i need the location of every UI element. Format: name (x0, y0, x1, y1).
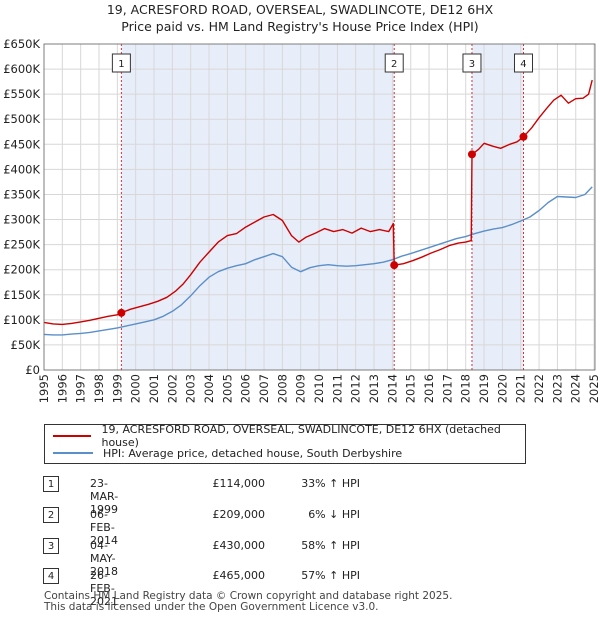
x-tick-label: 1998 (92, 374, 106, 403)
plot-border (43, 43, 596, 371)
sale-point (519, 132, 528, 141)
chart-subtitle: Price paid vs. HM Land Registry's House … (121, 19, 479, 34)
legend-swatch-property (53, 435, 92, 437)
footer-copyright: Contains HM Land Registry data © Crown c… (44, 590, 453, 602)
property-price-line (43, 79, 593, 326)
sale-price: £465,000 (212, 569, 266, 582)
x-tick-label: 2002 (165, 374, 179, 403)
x-tick-label: 2014 (385, 374, 399, 403)
x-tick-label: 2022 (532, 374, 546, 403)
ownership-shade (121, 44, 395, 370)
sale-hpi-change: 6% ↓ HPI (308, 508, 360, 521)
x-tick-label: 2015 (404, 374, 418, 403)
y-tick-label: £650K (3, 37, 40, 51)
y-tick-label: £100K (3, 313, 40, 327)
y-tick-label: £350K (3, 187, 40, 201)
sale-point (467, 150, 476, 159)
sale-date: 04-MAY-2018 (90, 539, 118, 578)
legend-swatch-hpi (53, 452, 93, 454)
sale-hpi-change: 33% ↑ HPI (301, 477, 360, 490)
price-chart: 1 2 3 4 £0 £50K £100K £150K £200K £250K £300K £350K… (3, 37, 600, 403)
sale-date: 06-FEB-2014 (90, 508, 118, 547)
ownership-shade (471, 44, 524, 370)
y-tick-label: £450K (3, 137, 40, 151)
sale-price: £430,000 (212, 539, 266, 552)
y-tick-label: £50K (11, 338, 41, 352)
y-tick-label: £600K (3, 62, 40, 76)
legend-item-property: 19, ACRESFORD ROAD, OVERSEAL, SWADLINCOT… (53, 423, 525, 449)
x-tick-label: 2011 (330, 374, 344, 403)
y-tick-label: £150K (3, 288, 40, 302)
x-tick-label: 2000 (129, 374, 143, 403)
sale-marker-label: 2 (391, 59, 397, 70)
sale-badge: 4 (43, 568, 59, 584)
x-tick-label: 2003 (184, 374, 198, 403)
y-tick-label: £0 (25, 363, 40, 377)
x-tick-label: 1999 (110, 374, 124, 403)
x-tick-label: 2018 (459, 374, 473, 403)
x-tick-label: 2010 (312, 374, 326, 403)
hpi-line (43, 186, 593, 336)
x-tick-label: 2007 (257, 374, 271, 403)
sale-hpi-change: 58% ↑ HPI (301, 539, 360, 552)
x-tick-label: 2016 (422, 374, 436, 403)
sale-marker-label: 3 (469, 59, 475, 70)
x-tick-label: 2004 (202, 374, 216, 403)
sale-marker-box (384, 53, 404, 73)
y-tick-label: £550K (3, 87, 40, 101)
y-tick-label: £300K (3, 213, 40, 227)
x-tick-label: 2020 (495, 374, 509, 403)
sale-marker-box (111, 53, 131, 73)
sale-hpi-change: 57% ↑ HPI (301, 569, 360, 582)
x-tick-label: 2005 (220, 374, 234, 403)
x-tick-label: 2025 (587, 374, 600, 403)
x-tick-label: 2019 (477, 374, 491, 403)
sale-marker-label: 4 (520, 59, 526, 70)
y-tick-label: £250K (3, 238, 40, 252)
x-tick-label: 2017 (440, 374, 454, 403)
legend: 19, ACRESFORD ROAD, OVERSEAL, SWADLINCOT… (44, 423, 526, 464)
x-tick-label: 2009 (294, 374, 308, 403)
chart-title: 19, ACRESFORD ROAD, OVERSEAL, SWADLINCOT… (106, 2, 494, 17)
y-tick-label: £400K (3, 162, 40, 176)
footer-licence: This data is licensed under the Open Gov… (44, 601, 379, 613)
x-tick-label: 1995 (37, 374, 51, 403)
x-tick-label: 2013 (367, 374, 381, 403)
legend-label-hpi: HPI: Average price, detached house, Sout… (103, 446, 403, 460)
legend-item-hpi: HPI: Average price, detached house, Sout… (53, 445, 402, 461)
sale-badge: 1 (43, 476, 59, 492)
x-tick-label: 2008 (275, 374, 289, 403)
sale-badge: 2 (43, 507, 59, 523)
x-tick-label: 1996 (55, 374, 69, 403)
y-tick-label: £200K (3, 263, 40, 277)
x-tick-label: 2021 (514, 374, 528, 403)
sale-marker-box (513, 53, 533, 73)
x-tick-label: 1997 (74, 374, 88, 403)
x-tick-label: 2006 (239, 374, 253, 403)
sale-point (390, 261, 399, 270)
x-tick-label: 2001 (147, 374, 161, 403)
sale-date: 23-MAR-1999 (90, 477, 119, 516)
x-tick-label: 2012 (349, 374, 363, 403)
legend-label-property: 19, ACRESFORD ROAD, OVERSEAL, SWADLINCOT… (101, 423, 501, 449)
sale-date: 26-FEB-2021 (90, 569, 118, 608)
y-tick-label: £500K (3, 112, 40, 126)
sale-price: £209,000 (212, 508, 266, 521)
x-tick-label: 2024 (569, 374, 583, 403)
sale-price: £114,000 (212, 477, 266, 490)
x-tick-label: 2023 (550, 374, 564, 403)
sale-point (117, 308, 126, 317)
sale-badge: 3 (43, 538, 59, 554)
sale-marker-label: 1 (118, 59, 124, 70)
sale-marker-box (462, 53, 482, 73)
